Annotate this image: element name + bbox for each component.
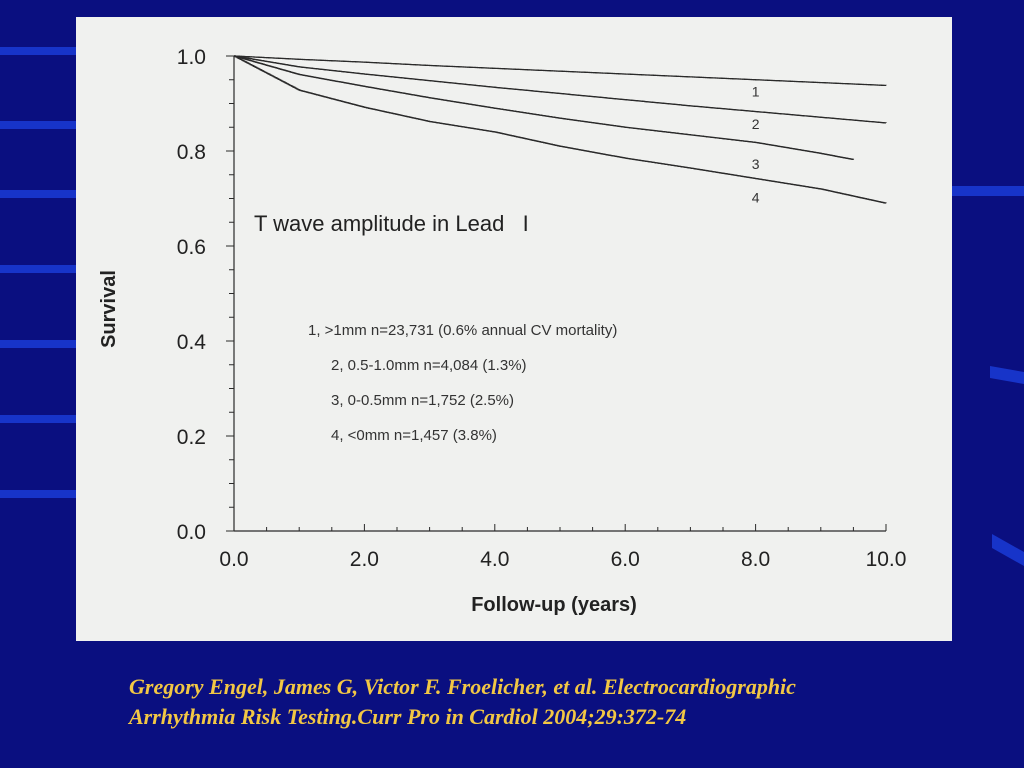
- legend-entry-4: 4, <0mm n=1,457 (3.8%): [331, 427, 497, 444]
- y-tick-label: 0.8: [177, 141, 206, 164]
- citation: Gregory Engel, James G, Victor F. Froeli…: [129, 672, 1009, 732]
- legend-entry-2: 2, 0.5-1.0mm n=4,084 (1.3%): [331, 357, 527, 374]
- y-tick-label: 1.0: [177, 46, 206, 69]
- curve-label-2: 2: [752, 116, 760, 132]
- x-tick-label: 6.0: [611, 548, 640, 571]
- curve-2: [234, 55, 887, 124]
- x-tick-label: 0.0: [219, 548, 248, 571]
- stripe: [0, 490, 76, 498]
- x-tick-label: 8.0: [741, 548, 770, 571]
- curve-label-3: 3: [752, 156, 760, 172]
- curves: [234, 55, 887, 204]
- curve-1: [234, 55, 887, 87]
- stripe: [0, 121, 76, 129]
- x-tick-label: 4.0: [480, 548, 509, 571]
- chart-labels: 1 2 3 4: [752, 83, 760, 205]
- x-tick-label: 2.0: [350, 548, 379, 571]
- chart-panel: 0.0 0.2 0.4 0.6 0.8 1.0 0.0 2.0 4.0 6.0 8.0 10.0 1 2…: [76, 17, 952, 641]
- curve-4: [234, 55, 887, 204]
- stripe: [0, 415, 76, 423]
- y-tick-label: 0.6: [177, 236, 206, 259]
- citation-line-2: Arrhythmia Risk Testing.Curr Pro in Card…: [129, 704, 687, 729]
- curve-label-1: 1: [752, 83, 760, 99]
- stripe: [0, 340, 76, 348]
- stripe: [992, 534, 1024, 566]
- curve-3: [234, 55, 855, 161]
- survival-chart: 0.0 0.2 0.4 0.6 0.8 1.0 0.0 2.0 4.0 6.0 8.0 10.0 1 2…: [98, 46, 907, 616]
- y-axis-label: Survival: [98, 270, 120, 348]
- y-tick-label: 0.0: [177, 521, 206, 544]
- chart-title: T wave amplitude in Lead I: [254, 211, 529, 236]
- x-tick-label: 10.0: [866, 548, 907, 571]
- axes: 0.0 0.2 0.4 0.6 0.8 1.0 0.0 2.0 4.0 6.0 8.0 10.0: [177, 46, 907, 571]
- legend-entry-1: 1, >1mm n=23,731 (0.6% annual CV mortali…: [308, 322, 617, 339]
- stripe: [0, 47, 76, 55]
- y-tick-label: 0.4: [177, 331, 207, 354]
- legend: 1, >1mm n=23,731 (0.6% annual CV mortali…: [308, 322, 617, 444]
- stripe: [0, 190, 76, 198]
- stripe: [990, 366, 1024, 384]
- citation-line-1: Gregory Engel, James G, Victor F. Froeli…: [129, 674, 796, 699]
- stripe: [952, 186, 1024, 196]
- x-axis-label: Follow-up (years): [471, 594, 637, 616]
- stripe: [0, 265, 76, 273]
- legend-entry-3: 3, 0-0.5mm n=1,752 (2.5%): [331, 392, 514, 409]
- curve-label-4: 4: [752, 189, 760, 205]
- y-tick-label: 0.2: [177, 426, 206, 449]
